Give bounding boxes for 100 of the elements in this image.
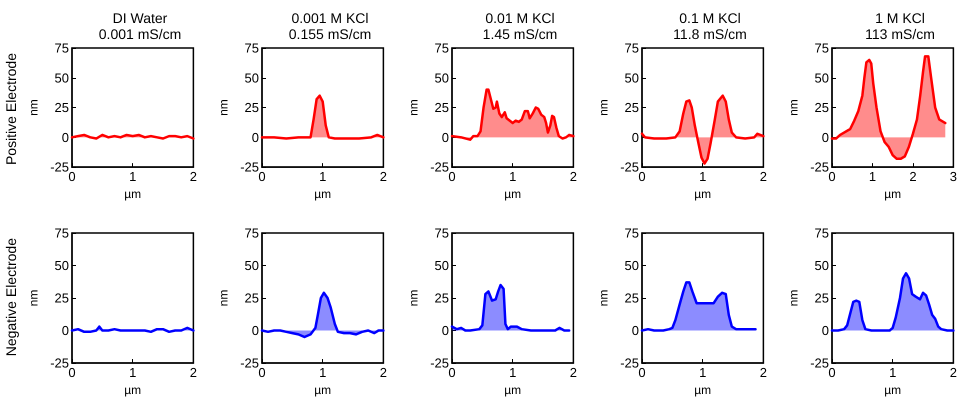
y-tick-label: 0 (632, 323, 639, 338)
y-tick-label: 50 (434, 258, 449, 273)
chart-subtitle: 1.45 mS/cm (482, 26, 558, 42)
y-tick-label: -25 (50, 356, 69, 370)
y-tick-label: -25 (240, 356, 259, 370)
y-tick-label: 50 (244, 258, 259, 273)
x-axis-title: µm (884, 187, 902, 201)
x-tick-label: 1 (319, 169, 326, 184)
y-tick-label: 75 (54, 226, 69, 240)
x-tick-label: 2 (760, 169, 767, 184)
chart-title: 0.001 M KCl (291, 10, 369, 26)
y-axis-title: nm (786, 99, 800, 116)
y-tick-label: 0 (632, 130, 639, 145)
y-tick-label: 75 (54, 40, 69, 56)
x-tick-label: 1 (129, 169, 136, 184)
y-tick-label: 50 (244, 70, 259, 86)
x-tick-label: 1 (868, 169, 876, 184)
y-tick-label: 25 (624, 290, 639, 306)
y-axis-title: nm (26, 290, 40, 306)
y-tick-label: 75 (434, 40, 449, 56)
y-tick-label: 0 (62, 130, 69, 145)
y-tick-label: 50 (624, 258, 639, 273)
chart-subtitle: 11.8 mS/cm (673, 26, 747, 42)
y-tick-label: 0 (252, 323, 259, 338)
x-tick-label: 2 (760, 365, 767, 380)
x-tick-label: 3 (950, 169, 957, 184)
y-tick-label: 0 (822, 130, 829, 145)
x-tick-label: 1 (509, 169, 516, 184)
y-tick-label: 25 (54, 100, 69, 116)
y-tick-label: -25 (620, 356, 639, 370)
y-tick-label: 0 (62, 323, 69, 338)
x-axis-title: µm (694, 382, 712, 397)
y-tick-label: 50 (624, 70, 639, 86)
y-tick-label: 75 (244, 40, 259, 56)
y-tick-label: 0 (442, 323, 449, 338)
chart-title: DI Water (112, 10, 168, 26)
x-tick-label: 2 (570, 365, 577, 380)
x-axis-title: µm (504, 187, 522, 201)
chart-subtitle: 0.155 mS/cm (288, 26, 372, 42)
y-tick-label: 50 (814, 70, 829, 86)
x-tick-label: 1 (129, 365, 136, 380)
x-tick-label: 2 (380, 365, 387, 380)
x-axis-title: µm (124, 382, 142, 397)
y-tick-label: 50 (54, 258, 69, 273)
y-tick-label: 0 (442, 130, 449, 145)
x-tick-label: 2 (570, 169, 577, 184)
y-tick-label: -25 (810, 160, 829, 175)
y-axis-title: nm (216, 99, 230, 116)
y-tick-label: 50 (814, 258, 829, 273)
x-axis-title: µm (884, 382, 902, 397)
y-tick-label: 75 (624, 226, 639, 240)
x-tick-label: 2 (909, 169, 917, 184)
y-tick-label: 0 (252, 130, 259, 145)
y-tick-label: 25 (624, 100, 639, 116)
y-axis-title: nm (786, 290, 800, 306)
y-tick-label: -25 (430, 356, 449, 370)
chart-subtitle: 113 mS/cm (865, 26, 935, 42)
y-tick-label: 25 (814, 290, 829, 306)
x-axis-title: µm (314, 382, 332, 397)
x-tick-label: 1 (509, 365, 516, 380)
chart-title: 0.1 M KCl (679, 10, 741, 26)
y-tick-label: -25 (430, 160, 449, 175)
y-tick-label: 75 (814, 40, 829, 56)
y-tick-label: 50 (54, 70, 69, 86)
x-axis-title: µm (694, 187, 712, 201)
y-axis-title: nm (596, 99, 610, 116)
y-tick-label: 50 (434, 70, 449, 86)
y-axis-title: nm (406, 99, 420, 116)
y-tick-label: 25 (434, 290, 449, 306)
x-tick-label: 1 (319, 365, 326, 380)
text: Negative Electrode (3, 238, 19, 356)
y-tick-label: 75 (624, 40, 639, 56)
x-tick-label: 1 (699, 365, 706, 380)
x-tick-label: 2 (190, 365, 197, 380)
y-axis-title: nm (406, 290, 420, 306)
y-tick-label: -25 (620, 160, 639, 175)
chart-title: 1 M KCl (875, 10, 925, 26)
x-tick-label: 1 (699, 169, 706, 184)
chart-title: 0.01 M KCl (485, 10, 555, 26)
chart-subtitle: 0.001 mS/cm (98, 26, 182, 42)
x-tick-label: 2 (950, 365, 957, 380)
y-tick-label: 25 (54, 290, 69, 306)
x-axis-title: µm (124, 187, 142, 201)
text: Positive Electrode (3, 52, 19, 166)
y-tick-label: -25 (50, 160, 69, 175)
y-tick-label: 75 (244, 226, 259, 240)
y-tick-label: 25 (434, 100, 449, 116)
x-axis-title: µm (504, 382, 522, 397)
y-axis-title: nm (596, 290, 610, 306)
y-tick-label: 75 (434, 226, 449, 240)
y-axis-title: nm (216, 290, 230, 306)
x-tick-label: 2 (380, 169, 387, 184)
y-tick-label: -25 (810, 356, 829, 370)
y-tick-label: 0 (822, 323, 829, 338)
y-tick-label: 25 (244, 100, 259, 116)
y-tick-label: 25 (244, 290, 259, 306)
x-tick-label: 1 (889, 365, 896, 380)
y-tick-label: -25 (240, 160, 259, 175)
y-tick-label: 75 (814, 226, 829, 240)
y-tick-label: 25 (814, 100, 829, 116)
